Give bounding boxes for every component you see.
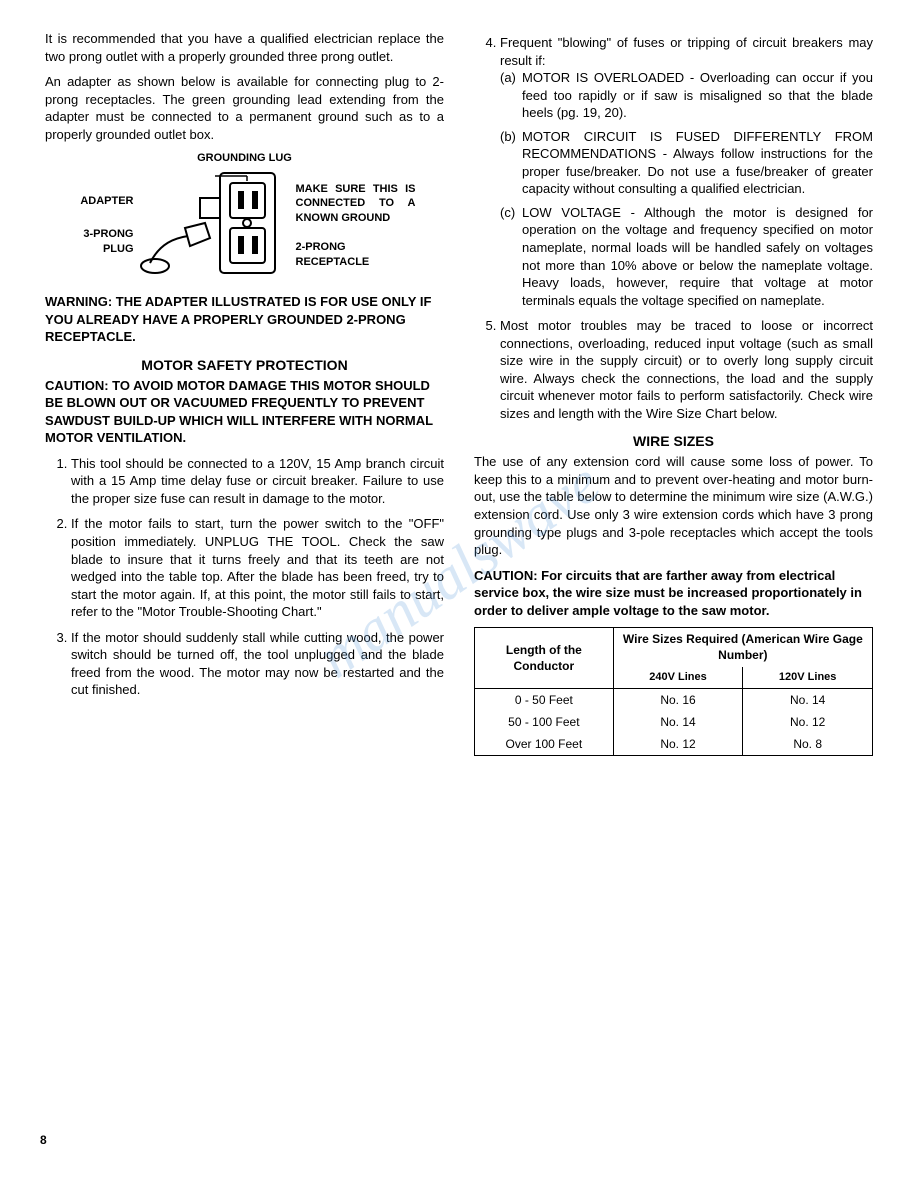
- cell-len-2: Over 100 Feet: [475, 733, 614, 756]
- cell-len-0: 0 - 50 Feet: [475, 688, 614, 711]
- wire-size-table: Length of the Conductor Wire Sizes Requi…: [474, 627, 873, 756]
- motor-list-cont: Frequent "blowing" of fuses or tripping …: [474, 34, 873, 422]
- cell-120-1: No. 12: [743, 711, 873, 733]
- cell-120-2: No. 8: [743, 733, 873, 756]
- cell-240-0: No. 16: [613, 688, 743, 711]
- label-grounding-lug: GROUNDING LUG: [197, 151, 292, 166]
- motor-li-2: If the motor fails to start, turn the po…: [71, 515, 444, 620]
- para-recommend: It is recommended that you have a qualif…: [45, 30, 444, 65]
- motor-li-4: Frequent "blowing" of fuses or tripping …: [500, 34, 873, 309]
- grounding-diagram: GROUNDING LUG ADAPTER 3-PRONG PLUG: [45, 151, 444, 283]
- th-240v: 240V Lines: [613, 667, 743, 688]
- cell-240-1: No. 14: [613, 711, 743, 733]
- motor-li-4b: (b)MOTOR CIRCUIT IS FUSED DIFFERENTLY FR…: [500, 128, 873, 198]
- motor-li-4c-text: LOW VOLTAGE - Although the motor is desi…: [522, 205, 873, 308]
- motor-li-1: This tool should be connected to a 120V,…: [71, 455, 444, 508]
- motor-li-4b-text: MOTOR CIRCUIT IS FUSED DIFFERENTLY FROM …: [522, 129, 873, 197]
- motor-list: This tool should be connected to a 120V,…: [45, 455, 444, 699]
- motor-li-5: Most motor troubles may be traced to loo…: [500, 317, 873, 422]
- th-120v: 120V Lines: [743, 667, 873, 688]
- motor-li-3: If the motor should suddenly stall while…: [71, 629, 444, 699]
- cell-len-1: 50 - 100 Feet: [475, 711, 614, 733]
- wire-para: The use of any extension cord will cause…: [474, 453, 873, 558]
- wire-caution: CAUTION: For circuits that are farther a…: [474, 567, 873, 620]
- cell-240-2: No. 12: [613, 733, 743, 756]
- label-2prong: 2-PRONG RECEPTACLE: [296, 240, 416, 270]
- page-number: 8: [40, 1132, 47, 1148]
- label-adapter: ADAPTER: [80, 194, 133, 209]
- label-3prong: 3-PRONG PLUG: [74, 227, 134, 257]
- wire-sizes-heading: WIRE SIZES: [474, 432, 873, 451]
- th-length: Length of the Conductor: [475, 628, 614, 688]
- adapter-warning: WARNING: THE ADAPTER ILLUSTRATED IS FOR …: [45, 293, 444, 346]
- right-column: Frequent "blowing" of fuses or tripping …: [474, 30, 873, 756]
- cell-120-0: No. 14: [743, 688, 873, 711]
- motor-safety-heading: MOTOR SAFETY PROTECTION: [45, 356, 444, 375]
- page-columns: It is recommended that you have a qualif…: [45, 30, 873, 756]
- motor-li-4-text: Frequent "blowing" of fuses or tripping …: [500, 35, 873, 68]
- th-required: Wire Sizes Required (American Wire Gage …: [613, 628, 872, 667]
- motor-li-4c: (c)LOW VOLTAGE - Although the motor is d…: [500, 204, 873, 309]
- motor-li-4a-text: MOTOR IS OVERLOADED - Overloading can oc…: [522, 70, 873, 120]
- motor-caution: CAUTION: TO AVOID MOTOR DAMAGE THIS MOTO…: [45, 377, 444, 447]
- para-adapter: An adapter as shown below is available f…: [45, 73, 444, 143]
- motor-li-4a: (a)MOTOR IS OVERLOADED - Overloading can…: [500, 69, 873, 122]
- left-column: It is recommended that you have a qualif…: [45, 30, 444, 756]
- outlet-illustration: [140, 168, 290, 283]
- label-make-sure: MAKE SURE THIS IS CONNECTED TO A KNOWN G…: [296, 182, 416, 227]
